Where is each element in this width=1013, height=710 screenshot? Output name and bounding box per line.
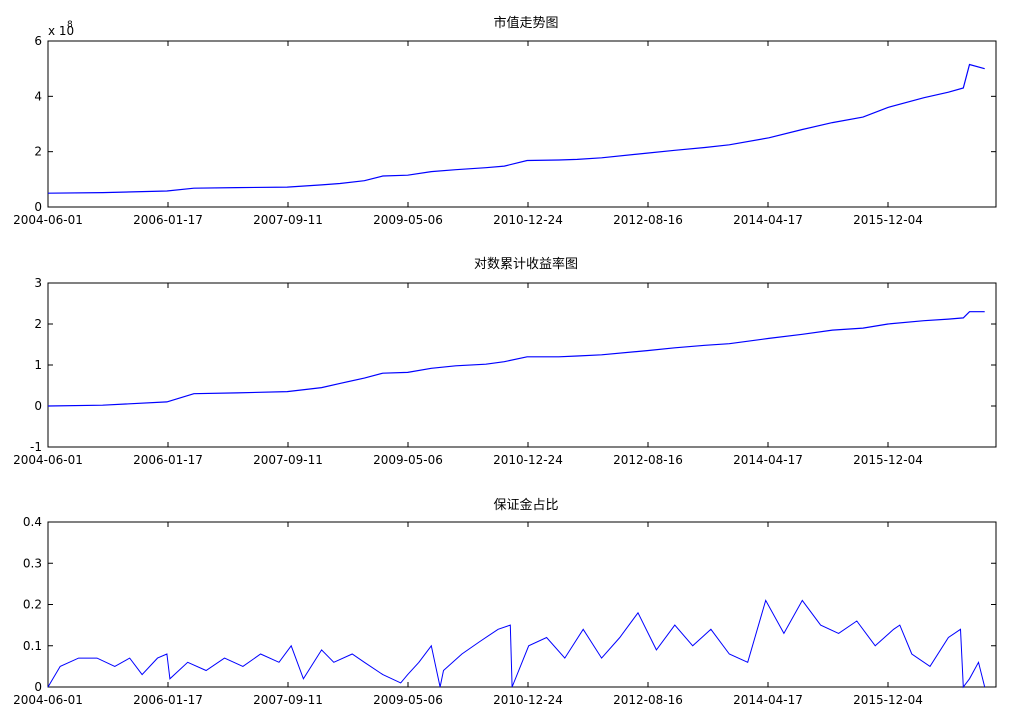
market-value-panel: 市值走势图 x 10 8 2004-06-01 2006-01-17 2007-09… (13, 15, 997, 227)
market-value-x-tick-label: 2014-04-17 (733, 213, 803, 227)
market-value-ticks: 2004-06-01 2006-01-17 2007-09-11 2009-05-06… (13, 34, 996, 227)
margin-ratio-y-tick-label: 0.2 (23, 598, 42, 612)
market-value-x-tick-label: 2015-12-04 (853, 213, 923, 227)
market-value-series-line (47, 63, 985, 194)
margin-ratio-x-tick-label: 2006-01-17 (133, 693, 203, 707)
market-value-x-tick-label: 2007-09-11 (253, 213, 323, 227)
margin-ratio-x-tick-label: 2014-04-17 (733, 693, 803, 707)
market-value-x-tick-label: 2010-12-24 (493, 213, 563, 227)
market-value-exponent-label: x 10 (48, 24, 74, 38)
log-return-x-tick-label: 2012-08-16 (613, 453, 683, 467)
market-value-y-tick-label: 2 (34, 145, 42, 159)
log-return-x-tick-label: 2004-06-01 (13, 453, 83, 467)
market-value-x-tick-label: 2004-06-01 (13, 213, 83, 227)
log-return-axes-box (47, 282, 997, 448)
market-value-axes-box (47, 40, 997, 208)
market-value-exponent-power: 8 (67, 20, 73, 30)
margin-ratio-panel: 保证金占比 2004-06-01 2006-01-17 2007-09-11 2009… (13, 497, 997, 707)
log-return-y-tick-label: -1 (30, 440, 42, 454)
market-value-y-tick-label: 0 (34, 200, 42, 214)
margin-ratio-x-tick-label: 2007-09-11 (253, 693, 323, 707)
margin-ratio-x-tick-label: 2012-08-16 (613, 693, 683, 707)
margin-ratio-y-tick-label: 0 (34, 680, 42, 694)
margin-ratio-y-tick-label: 0.3 (23, 556, 42, 570)
log-return-x-tick-label: 2006-01-17 (133, 453, 203, 467)
log-return-y-tick-label: 0 (34, 399, 42, 413)
margin-ratio-ticks: 2004-06-01 2006-01-17 2007-09-11 2009-05-06… (13, 515, 996, 707)
log-cumulative-return-panel: 对数累计收益率图 2004-06-01 2006-01-17 2007-09-11 2… (13, 256, 997, 467)
margin-ratio-x-tick-label: 2009-05-06 (373, 693, 443, 707)
market-value-y-tick-label: 6 (34, 34, 42, 48)
log-return-y-tick-label: 2 (34, 317, 42, 331)
margin-ratio-y-tick-label: 0.1 (23, 639, 42, 653)
log-return-x-tick-label: 2009-05-06 (373, 453, 443, 467)
margin-ratio-x-tick-label: 2015-12-04 (853, 693, 923, 707)
log-return-title: 对数累计收益率图 (474, 256, 578, 272)
margin-ratio-series-line (47, 599, 986, 689)
log-return-x-tick-label: 2007-09-11 (253, 453, 323, 467)
log-return-ticks: 2004-06-01 2006-01-17 2007-09-11 2009-05-06… (13, 276, 996, 467)
log-return-x-tick-label: 2015-12-04 (853, 453, 923, 467)
margin-ratio-x-tick-label: 2004-06-01 (13, 693, 83, 707)
market-value-title: 市值走势图 (493, 15, 558, 31)
market-value-x-tick-label: 2012-08-16 (613, 213, 683, 227)
market-value-x-tick-label: 2009-05-06 (373, 213, 443, 227)
log-return-y-tick-label: 3 (34, 276, 42, 290)
margin-ratio-y-tick-label: 0.4 (23, 515, 42, 529)
margin-ratio-x-tick-label: 2010-12-24 (493, 693, 563, 707)
market-value-y-tick-label: 4 (34, 89, 42, 103)
log-return-series-line (47, 311, 985, 407)
market-value-x-tick-label: 2006-01-17 (133, 213, 203, 227)
log-return-x-tick-label: 2014-04-17 (733, 453, 803, 467)
log-return-y-tick-label: 1 (34, 358, 42, 372)
log-return-x-tick-label: 2010-12-24 (493, 453, 563, 467)
margin-ratio-title: 保证金占比 (493, 497, 558, 513)
